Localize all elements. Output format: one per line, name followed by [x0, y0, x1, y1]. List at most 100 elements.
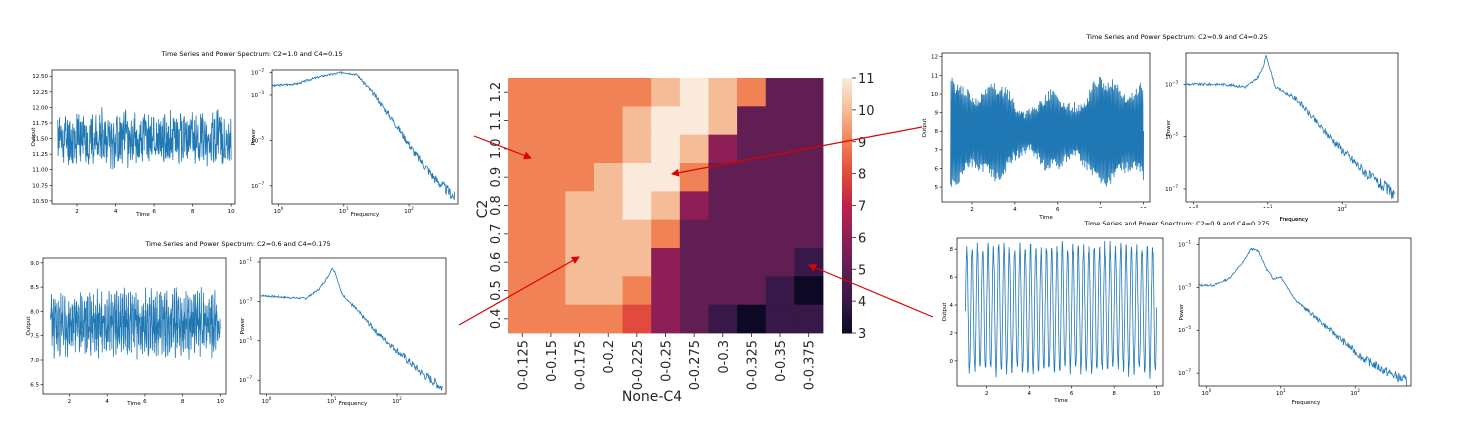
heatmap-cell — [708, 163, 738, 192]
heatmap-cell — [536, 106, 566, 136]
y-tick-label: 0.6 — [489, 252, 504, 273]
y-tick-label: 10.50 — [32, 199, 48, 205]
y-tick-label: 10−3 — [251, 90, 264, 99]
heatmap-cell — [737, 78, 767, 107]
y-tick-label: 12.25 — [32, 90, 48, 96]
heatmap-cell — [737, 276, 767, 306]
colorbar-segment — [842, 150, 852, 153]
heatmap-cell — [679, 191, 709, 221]
heatmap-chart: None-C4 C2 0-0.125 0-0.15 0-0.175 0-0.2 0-0.… — [475, 72, 875, 405]
heatmap-cell — [622, 106, 652, 136]
colorbar-segment — [842, 222, 852, 226]
colorbar-segment — [842, 267, 852, 270]
colorbar-segment — [842, 180, 852, 183]
colorbar-segment — [842, 205, 852, 209]
colorbar-segment — [842, 313, 852, 317]
colorbar-segment — [842, 186, 852, 190]
x-tick-label: 0-0.2 — [602, 340, 617, 374]
colorbar-segment — [842, 148, 852, 151]
colorbar-segment — [842, 252, 852, 255]
exponent: −5 — [246, 336, 252, 341]
y-tick-label: 4 — [950, 303, 954, 309]
heatmap-cell — [536, 191, 566, 221]
x-tick-label: 0-0.225 — [631, 340, 646, 390]
colorbar-segment — [842, 328, 852, 332]
time-series-line — [950, 76, 1144, 187]
colorbar-segment — [842, 299, 852, 302]
exponent: −1 — [246, 257, 252, 262]
x-tick-label: 4 — [105, 399, 109, 405]
arrow-to-cell-0.6-0.175 — [458, 256, 580, 326]
x-tick-label: 101 — [339, 206, 349, 215]
colorbar-segment — [842, 326, 852, 330]
colorbar-segment — [842, 330, 852, 334]
heatmap-cell — [536, 304, 566, 334]
colorbar-segment — [842, 199, 852, 202]
heatmap-cell — [565, 191, 595, 221]
heatmap-cell — [508, 78, 538, 107]
x-tick-label: 10 — [1153, 391, 1160, 397]
x-tick-label: 102 — [1337, 204, 1347, 213]
heatmap-cell — [622, 276, 652, 306]
x-tick-label: 2 — [970, 207, 974, 213]
exponent: −5 — [258, 135, 264, 140]
colorbar-segment — [842, 284, 852, 287]
y-tick-label: 0.8 — [489, 195, 504, 216]
colorbar-segment — [842, 120, 852, 124]
y-tick-label: 11.75 — [32, 121, 48, 127]
colorbar-segment — [842, 307, 852, 311]
heatmap-cell — [565, 304, 595, 334]
heatmap-cell — [679, 134, 709, 164]
plot-frame — [1185, 52, 1399, 203]
y-tick-label: 0.7 — [489, 223, 504, 244]
y-tick-label: 9 — [935, 111, 939, 117]
colorbar-segment — [842, 194, 852, 198]
colorbar-segment — [842, 209, 852, 213]
heatmap-cell — [622, 78, 652, 107]
y-tick-label: 10−1 — [1178, 239, 1191, 248]
x-tick-label: 0-0.3 — [717, 340, 732, 374]
x-tick-label: 0-0.125 — [516, 340, 531, 390]
heatmap-cell — [651, 78, 681, 107]
heatmap-cell — [565, 276, 595, 306]
heatmap-cell — [708, 191, 738, 221]
heatmap-cell — [708, 248, 738, 277]
colorbar-segment — [842, 309, 852, 313]
exponent: −7 — [1185, 368, 1191, 373]
colorbar-segment — [842, 277, 852, 281]
colorbar-segment — [842, 80, 852, 83]
y-axis-label: Output — [26, 316, 32, 336]
x-tick-label: 2 — [68, 399, 72, 405]
y-tick-label: 6 — [935, 166, 939, 172]
plot-frame — [271, 69, 459, 205]
heatmap-cell — [651, 276, 681, 306]
arrow-to-cell-0.6-0.375 — [808, 264, 934, 318]
heatmap-cell — [508, 134, 538, 164]
colorbar-segment — [842, 143, 852, 147]
colorbar-segment — [842, 156, 852, 160]
time-series-line — [57, 107, 232, 170]
y-tick-label: 11.00 — [32, 168, 48, 174]
heatmap-cell — [708, 304, 738, 334]
heatmap-cell — [737, 191, 767, 221]
colorbar-segment — [842, 173, 852, 177]
colorbar-segment — [842, 320, 852, 323]
x-tick-label: 4 — [1027, 391, 1031, 397]
x-tick-label: 8 — [1112, 391, 1116, 397]
colorbar-segment — [842, 126, 852, 130]
x-tick-label: 2 — [75, 209, 79, 215]
colorbar-segment — [842, 105, 852, 109]
x-axis-label: Time — [126, 401, 141, 407]
y-tick-label: 10.75 — [32, 183, 48, 189]
exponent: 0 — [1209, 388, 1212, 393]
heatmap-cell — [536, 78, 566, 107]
exponent: 0 — [269, 396, 272, 401]
heatmap-cell — [708, 106, 738, 136]
exponent: −3 — [258, 90, 264, 95]
y-tick-label: 8.5 — [30, 285, 39, 291]
heatmap-cell — [593, 304, 623, 334]
x-tick-label: 0-0.275 — [688, 340, 703, 390]
x-tick-label: 0-0.35 — [774, 340, 789, 382]
